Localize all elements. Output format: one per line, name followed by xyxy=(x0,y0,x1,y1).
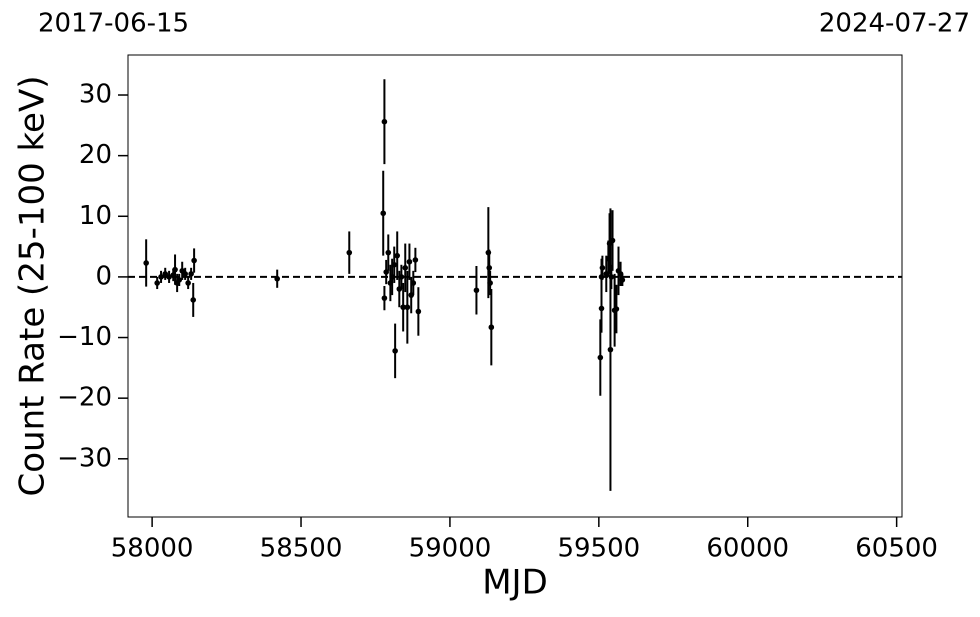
x-axis-title: MJD xyxy=(482,563,548,603)
y-tick-label: −30 xyxy=(57,443,112,473)
y-tick-label: 10 xyxy=(79,201,112,231)
data-point xyxy=(400,304,406,311)
y-tick-label: 20 xyxy=(79,140,112,170)
data-point xyxy=(176,277,183,283)
data-point xyxy=(402,265,409,271)
data-point xyxy=(410,280,417,286)
y-axis-title: Count Rate (25-100 keV) xyxy=(13,76,53,497)
data-point xyxy=(191,257,197,264)
data-point xyxy=(619,277,626,283)
data-point xyxy=(143,260,149,266)
x-tick-label: 58500 xyxy=(260,534,343,564)
data-point xyxy=(607,346,614,353)
data-point xyxy=(274,275,281,282)
x-tick-label: 58000 xyxy=(111,534,194,564)
data-point xyxy=(412,257,419,263)
data-point xyxy=(381,295,388,301)
data-point xyxy=(609,237,616,244)
data-point xyxy=(488,324,495,331)
y-tick-label: −20 xyxy=(57,383,112,413)
data-point xyxy=(599,265,606,271)
x-tick-label: 59500 xyxy=(557,534,640,564)
data-point xyxy=(190,297,197,303)
data-point xyxy=(162,271,169,277)
data-point xyxy=(381,118,388,125)
data-point xyxy=(172,266,178,273)
data-point xyxy=(597,354,604,361)
y-tick-label: −10 xyxy=(57,322,112,352)
data-point xyxy=(487,280,493,286)
x-tick-label: 60500 xyxy=(855,534,938,564)
data-point xyxy=(486,265,493,271)
end-date: 2024-07-27 xyxy=(819,9,970,39)
data-point xyxy=(404,304,411,311)
data-point xyxy=(158,274,164,280)
data-point xyxy=(166,274,172,280)
data-point xyxy=(380,210,387,217)
start-date: 2017-06-15 xyxy=(38,9,189,39)
y-tick-label: 0 xyxy=(95,261,112,291)
data-point xyxy=(185,280,191,286)
data-point xyxy=(182,271,188,277)
data-point xyxy=(406,258,413,265)
data-point xyxy=(392,348,398,354)
data-point xyxy=(598,305,605,312)
data-point xyxy=(398,274,405,280)
data-point xyxy=(613,306,620,312)
data-point xyxy=(473,287,480,294)
data-point xyxy=(385,249,392,256)
data-point xyxy=(154,280,160,286)
data-point xyxy=(415,308,422,315)
data-point xyxy=(188,271,194,277)
plot-frame xyxy=(127,54,903,518)
data-point xyxy=(346,249,353,256)
y-tick-label: 30 xyxy=(79,80,112,110)
data-point xyxy=(608,274,615,280)
x-tick-label: 59000 xyxy=(409,534,492,564)
data-point xyxy=(394,252,401,259)
data-point xyxy=(391,261,398,268)
x-tick-label: 60000 xyxy=(706,534,789,564)
